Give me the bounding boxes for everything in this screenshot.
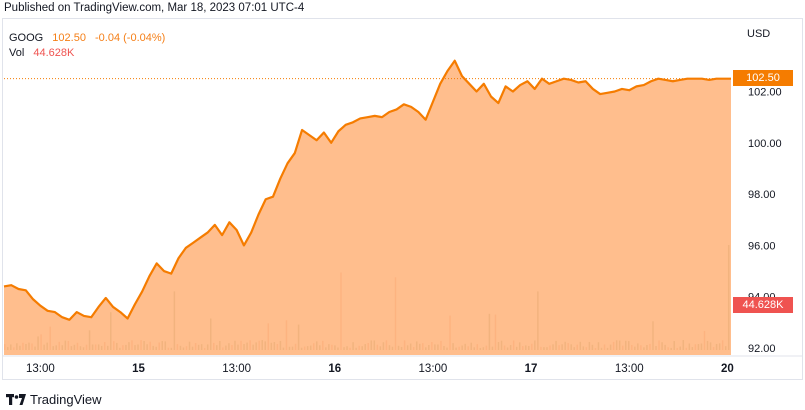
legend-vol-label[interactable]: Vol bbox=[9, 47, 25, 59]
chart-frame bbox=[2, 18, 803, 380]
last-price-tag: 102.50 bbox=[733, 70, 793, 86]
legend-symbol[interactable]: GOOG bbox=[9, 32, 44, 44]
legend-volume-row: Vol 44.628K bbox=[9, 47, 74, 59]
legend-last: 102.50 bbox=[52, 32, 86, 44]
legend-price-row: GOOG 102.50 -0.04 (-0.04%) bbox=[9, 32, 165, 44]
tradingview-brand[interactable]: TradingView bbox=[6, 392, 102, 407]
tradingview-logo-icon bbox=[6, 394, 26, 405]
brand-name: TradingView bbox=[30, 392, 102, 407]
last-volume-tag: 44.628K bbox=[733, 297, 793, 313]
published-note: Published on TradingView.com, Mar 18, 20… bbox=[4, 2, 305, 14]
legend-change: -0.04 (-0.04%) bbox=[95, 32, 166, 44]
currency-label[interactable]: USD bbox=[747, 28, 771, 40]
legend-vol-value: 44.628K bbox=[33, 47, 75, 59]
